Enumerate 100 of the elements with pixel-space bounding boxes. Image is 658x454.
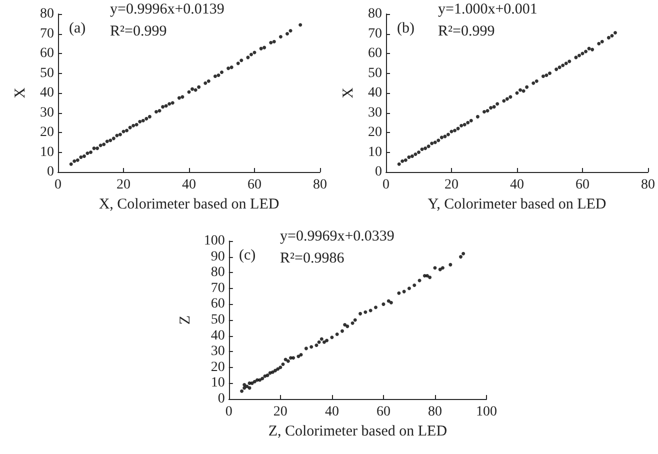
point: [112, 136, 116, 140]
point: [288, 29, 292, 33]
point: [266, 374, 270, 378]
point: [469, 118, 473, 122]
point: [590, 48, 594, 52]
point: [610, 34, 614, 38]
point: [407, 286, 411, 290]
point: [206, 79, 210, 83]
y-tick-label: 70: [40, 26, 54, 42]
point: [213, 74, 217, 78]
point: [544, 73, 548, 77]
y-axis-title: Z: [178, 315, 194, 325]
point: [564, 62, 568, 66]
point: [132, 124, 136, 128]
x-tick-label: 80: [641, 178, 655, 192]
point: [448, 262, 452, 266]
y-tick-label: 60: [210, 296, 225, 312]
annotation: y=0.9969x+0.0339: [280, 228, 394, 244]
y-tick-label: 40: [368, 86, 382, 100]
point: [262, 46, 266, 50]
point: [154, 110, 158, 114]
point: [245, 384, 249, 388]
point: [597, 42, 601, 46]
x-tick-label: 60: [576, 178, 590, 192]
point: [568, 60, 572, 64]
point: [548, 72, 552, 75]
point: [98, 144, 102, 148]
x-tick-label: 80: [428, 404, 442, 420]
point: [118, 132, 122, 136]
point: [148, 114, 152, 118]
point: [197, 85, 201, 89]
point: [440, 266, 444, 270]
point: [108, 138, 112, 142]
annotation: y=0.9996x+0.0139: [110, 2, 224, 18]
y-axis-title: X: [12, 87, 28, 98]
point: [89, 150, 92, 154]
chart-title: (a): [69, 20, 86, 36]
point: [82, 154, 86, 158]
point: [281, 362, 285, 366]
point: [278, 366, 282, 370]
point: [170, 101, 174, 105]
point: [240, 389, 244, 393]
point: [541, 74, 545, 78]
point: [574, 56, 578, 60]
point: [252, 380, 256, 384]
y-tick-label: 50: [40, 66, 54, 81]
y-tick-label: 30: [210, 344, 225, 360]
point: [374, 306, 378, 310]
point: [138, 120, 142, 124]
y-tick-label: 80: [368, 6, 382, 22]
point: [105, 140, 109, 144]
point: [314, 344, 318, 348]
point: [532, 81, 536, 85]
point: [414, 152, 418, 156]
point: [584, 50, 588, 54]
point: [250, 381, 254, 385]
point: [428, 276, 432, 280]
point: [158, 109, 162, 113]
point: [436, 138, 440, 142]
point: [420, 148, 424, 152]
x-tick-label: 20: [444, 178, 458, 192]
point: [534, 79, 538, 83]
point: [404, 158, 408, 162]
y-tick-label: 90: [210, 249, 225, 264]
point: [322, 340, 326, 344]
y-tick-label: 20: [40, 125, 54, 140]
point: [508, 95, 512, 99]
point: [298, 23, 302, 27]
point: [226, 66, 230, 70]
y-tick-label: 30: [368, 105, 382, 120]
point: [325, 338, 329, 342]
point: [424, 146, 428, 150]
point: [216, 73, 220, 77]
x-axis-title: X, Colorimeter based on LED: [98, 196, 280, 212]
point: [330, 336, 334, 340]
annotation: R²=0.999: [110, 24, 167, 40]
point: [204, 81, 208, 85]
point: [453, 128, 457, 132]
y-tick-label: 40: [40, 86, 54, 100]
point: [600, 40, 604, 44]
point: [220, 70, 224, 74]
point: [177, 96, 181, 100]
point: [614, 31, 617, 35]
y-tick-label: 0: [218, 392, 225, 406]
point: [259, 46, 263, 50]
point: [606, 36, 610, 40]
point: [462, 122, 466, 126]
point: [278, 34, 282, 38]
point: [269, 40, 273, 44]
point: [577, 54, 581, 58]
point: [505, 97, 509, 101]
y-tick-label: 20: [210, 360, 225, 375]
point: [180, 95, 184, 99]
point: [299, 353, 303, 357]
point: [134, 122, 138, 126]
point: [92, 146, 96, 150]
x-tick-label: 40: [324, 404, 339, 420]
point: [310, 345, 314, 349]
point: [554, 68, 558, 72]
chart-title: (b): [397, 20, 414, 36]
